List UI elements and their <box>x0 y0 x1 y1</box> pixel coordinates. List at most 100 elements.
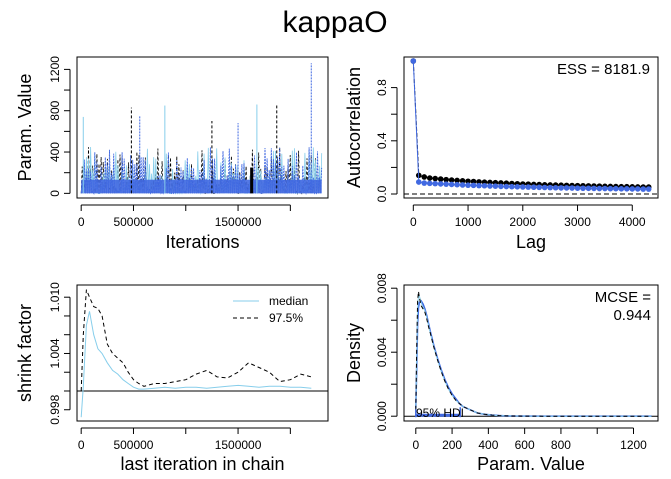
acf-point <box>432 175 439 182</box>
acf-point <box>509 183 515 190</box>
acf-point <box>525 184 532 190</box>
x-axis-label: Lag <box>516 232 546 252</box>
y-axis-label: shrink factor <box>15 304 35 402</box>
x-tick-label: 0 <box>412 438 419 452</box>
acf-point <box>640 186 647 192</box>
acf-point <box>421 174 428 180</box>
acf-point <box>437 176 444 182</box>
acf-line-blue <box>412 60 649 190</box>
figure-title: kappaO <box>282 6 387 39</box>
y-tick-label: 1200 <box>48 56 62 83</box>
y-tick-label: 0 <box>48 190 62 197</box>
autocorrelation-panel: 0 1000 2000 3000 4000 0.0 0.4 0.8 Lag Autocorrela… <box>344 56 659 252</box>
y-tick-label: 0.000 <box>375 401 389 431</box>
acf-point <box>421 180 428 186</box>
x-tick-label: 500000 <box>113 215 153 229</box>
y-tick-label: 1.004 <box>48 338 62 368</box>
acf-point <box>426 175 433 181</box>
acf-point <box>470 178 477 185</box>
acf-point <box>629 186 636 192</box>
density-panel: 0 200 400 600 800 1200 0.000 0.004 0.008 Param. V… <box>344 273 659 474</box>
acf-point <box>536 184 543 191</box>
plot-frame <box>76 284 329 422</box>
acf-point <box>465 182 471 189</box>
y-axis-label: Density <box>344 323 364 383</box>
shrink-line-lightblue <box>80 311 312 418</box>
trace-panel: 0 500000 1500000 0 400 800 1200 Iterations Param… <box>15 56 329 252</box>
acf-point <box>514 184 521 190</box>
acf-point <box>602 185 608 192</box>
shrink-factor-panel: 0 500000 1500000 0.998 1.004 1.010 last iterat… <box>15 282 329 474</box>
acf-point <box>498 183 504 190</box>
acf-point <box>454 177 460 184</box>
acf-point <box>591 185 597 192</box>
acf-point <box>519 184 526 190</box>
y-tick-label: 0.998 <box>48 394 62 424</box>
x-tick-label: 1500000 <box>215 438 262 452</box>
x-tick-label: 1500000 <box>215 215 262 229</box>
x-tick-label: 3000 <box>564 215 591 229</box>
y-tick-label: 0.4 <box>375 132 389 149</box>
mcse-value: 0.944 <box>613 307 651 324</box>
y-tick-label: 0.004 <box>375 337 389 367</box>
y-tick-label: 0.0 <box>375 185 389 202</box>
acf-point <box>585 185 592 192</box>
acf-point <box>552 184 559 191</box>
x-axis-label: Iterations <box>165 232 239 252</box>
x-tick-label: 2000 <box>509 215 536 229</box>
acf-point <box>580 185 586 192</box>
density-line-lightblue <box>415 292 652 417</box>
acf-point <box>465 178 471 185</box>
x-tick-label: 0 <box>78 438 85 452</box>
acf-point <box>530 184 537 191</box>
acf-point <box>415 179 422 185</box>
y-tick-label: 800 <box>48 100 62 120</box>
hdi-label: 95% HDI <box>416 406 464 420</box>
y-axis-label: Param. Value <box>15 74 35 182</box>
acf-point <box>454 181 460 188</box>
acf-point <box>645 186 652 192</box>
acf-point <box>596 185 603 192</box>
acf-point <box>437 181 444 187</box>
acf-point <box>563 185 570 191</box>
acf-point <box>476 182 482 189</box>
y-axis-label: Autocorrelation <box>344 67 364 188</box>
x-tick-label: 4000 <box>619 215 646 229</box>
plot-frame <box>403 56 659 199</box>
y-tick-label: 0.8 <box>375 79 389 96</box>
plot-frame <box>76 56 329 199</box>
x-tick-label: 1200 <box>620 438 647 452</box>
acf-point <box>448 177 455 183</box>
y-tick-label: 0.008 <box>375 273 389 303</box>
x-axis-label: Param. Value <box>477 454 585 474</box>
x-tick-label: 400 <box>478 438 498 452</box>
x-tick-label: 0 <box>78 215 85 229</box>
x-tick-label: 0 <box>410 215 417 229</box>
acf-point <box>470 182 477 189</box>
acf-point <box>426 180 433 187</box>
y-tick-label: 400 <box>48 142 62 162</box>
acf-point <box>410 58 417 64</box>
acf-point <box>481 182 488 189</box>
acf-point <box>459 178 466 184</box>
acf-point <box>459 182 466 188</box>
acf-point <box>443 181 449 187</box>
acf-point <box>443 176 449 183</box>
x-axis-label: last iteration in chain <box>120 454 284 474</box>
acf-point <box>574 185 581 191</box>
acf-point <box>618 186 625 192</box>
mcse-label: MCSE = <box>595 289 652 306</box>
acf-point <box>448 181 455 188</box>
legend-median-label: median <box>269 294 308 308</box>
acf-point <box>432 180 439 187</box>
plot-frame <box>403 284 659 422</box>
x-tick-label: 500000 <box>113 438 153 452</box>
acf-point <box>541 184 548 191</box>
y-tick-label: 1.010 <box>48 282 62 312</box>
x-tick-label: 800 <box>551 438 571 452</box>
acf-line-black <box>412 60 649 188</box>
trace-dense-core <box>81 179 322 194</box>
acf-point <box>492 183 499 189</box>
acf-point <box>634 186 641 192</box>
